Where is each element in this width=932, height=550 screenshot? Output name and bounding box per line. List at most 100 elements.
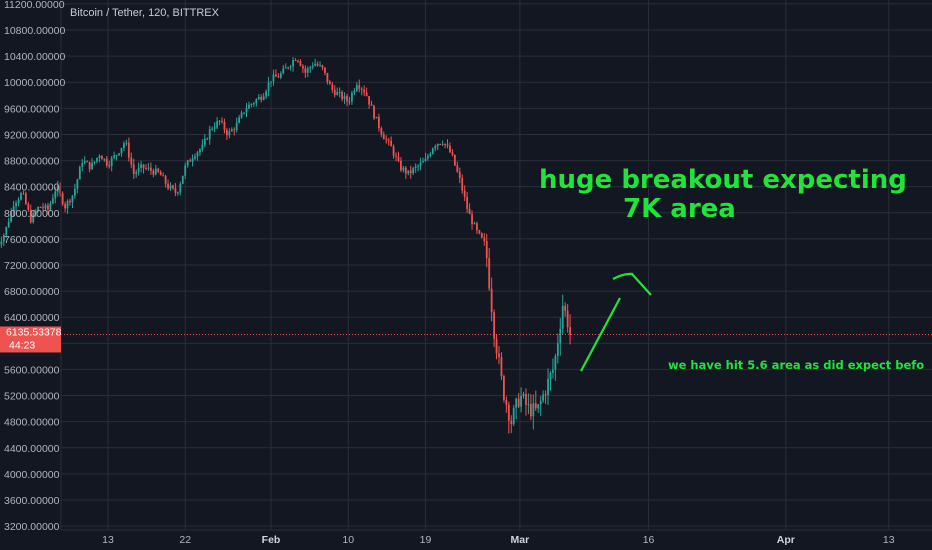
candle-body [248, 104, 250, 109]
candle-body [380, 128, 383, 135]
candle-body [309, 67, 312, 69]
candle-body [243, 112, 245, 114]
candle-body [91, 162, 93, 170]
bar-countdown: 44:23 [9, 339, 35, 351]
candle-body [549, 372, 552, 379]
candle-body [505, 400, 508, 405]
candle-body [328, 81, 331, 85]
candle-body [15, 202, 17, 207]
candle-body [321, 65, 324, 68]
candle-body [478, 230, 481, 234]
candle-body [304, 68, 307, 73]
candle-body [529, 404, 532, 417]
candle-body [118, 153, 120, 156]
candle-body [301, 65, 304, 69]
candle-body [490, 288, 493, 313]
candle-body [466, 196, 469, 209]
candle-body [444, 143, 446, 145]
grid-lines [61, 0, 932, 530]
candle-body [233, 129, 236, 131]
last-price-value: 6135.53378 [6, 326, 62, 338]
candle-body [37, 207, 40, 212]
candles [0, 57, 571, 434]
candle-body [431, 148, 434, 154]
candle-body [525, 393, 527, 405]
candle-body [260, 96, 263, 100]
candle-body [319, 65, 321, 67]
candle-body [343, 96, 346, 100]
x-tick-label: 13 [883, 534, 895, 546]
candle-body [100, 155, 103, 160]
y-tick-label: 10000.00000 [4, 77, 65, 89]
candle-body [49, 203, 52, 210]
candle-body [235, 122, 238, 131]
candle-body [255, 99, 258, 104]
candle-body [314, 63, 317, 66]
candle-body [10, 210, 13, 222]
candle-body [96, 157, 98, 162]
candle-body [20, 193, 22, 200]
candle-body [387, 139, 390, 141]
candle-body [382, 134, 385, 140]
y-tick-label: 3600.00000 [4, 495, 60, 507]
candle-body [103, 158, 106, 160]
candle-body [22, 193, 25, 195]
price-axis[interactable]: 11200.00000 10800.00000 10400.00000 10000.0… [4, 0, 65, 533]
candle-body [351, 92, 353, 102]
candle-body [54, 191, 57, 199]
candle-body [83, 161, 86, 164]
candle-body [395, 155, 397, 157]
candle-body [17, 199, 20, 203]
candle-body [407, 170, 410, 174]
y-tick-label: 5600.00000 [4, 364, 60, 376]
candle-body [71, 195, 74, 203]
candle-body [456, 165, 459, 172]
candle-body [527, 404, 530, 406]
time-axis[interactable]: 1322Feb1019Mar16Apr1322May [61, 529, 932, 546]
y-tick-label: 10800.00000 [4, 25, 65, 37]
candle-body [485, 241, 488, 259]
candle-body [564, 305, 567, 311]
annotation-arrow-curve [612, 272, 634, 280]
candle-body [191, 158, 194, 162]
candle-body [223, 121, 226, 131]
y-tick-label: 4000.00000 [4, 469, 60, 481]
y-tick-label: 10400.00000 [4, 51, 65, 63]
candle-body [515, 398, 518, 408]
y-tick-label: 7200.00000 [4, 260, 60, 272]
candle-body [147, 167, 150, 169]
candle-body [517, 398, 520, 407]
candle-body [544, 394, 547, 396]
chart-title: Bitcoin / Tether, 120, BITTREX [70, 7, 220, 19]
annotation-headline-line1: huge breakout expecting [539, 165, 907, 195]
candle-body [110, 157, 113, 166]
candle-body [108, 165, 111, 167]
candle-body [162, 175, 165, 177]
candle-body [34, 211, 37, 213]
annotations: huge breakout expecting 7K area we have … [539, 165, 924, 372]
candle-body [113, 155, 116, 158]
x-tick-label: 22 [179, 534, 191, 546]
candle-body [56, 186, 59, 192]
annotation-arrow-shaft [580, 297, 621, 372]
candle-body [539, 400, 542, 405]
candle-body [123, 143, 125, 148]
candle-body [402, 167, 405, 171]
candle-body [262, 96, 265, 100]
candle-body [127, 142, 130, 158]
candle-body [201, 144, 204, 150]
annotation-arrow-head [631, 273, 652, 296]
candle-body [404, 167, 407, 174]
candle-body [179, 183, 182, 193]
candle-body [194, 156, 196, 159]
candle-body [238, 117, 241, 123]
candle-body [358, 85, 361, 89]
candle-body [507, 404, 510, 421]
y-tick-label: 8800.00000 [4, 156, 60, 168]
y-tick-label: 4800.00000 [4, 417, 60, 429]
candle-body [157, 168, 160, 172]
candle-body [181, 175, 184, 184]
candle-body [275, 74, 277, 77]
